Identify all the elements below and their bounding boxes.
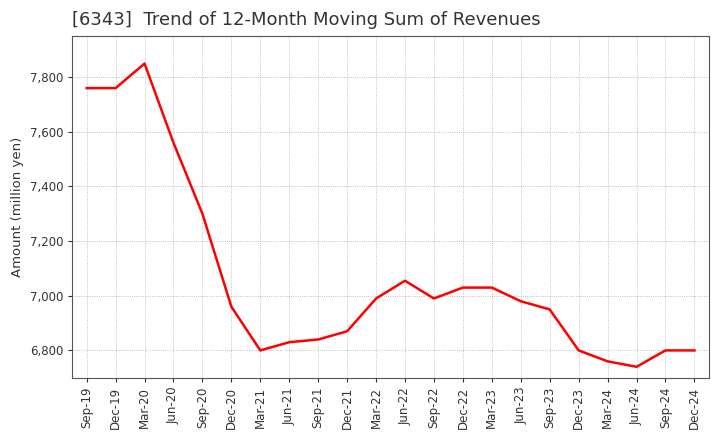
Y-axis label: Amount (million yen): Amount (million yen) [11,137,24,277]
Text: [6343]  Trend of 12-Month Moving Sum of Revenues: [6343] Trend of 12-Month Moving Sum of R… [72,11,541,29]
